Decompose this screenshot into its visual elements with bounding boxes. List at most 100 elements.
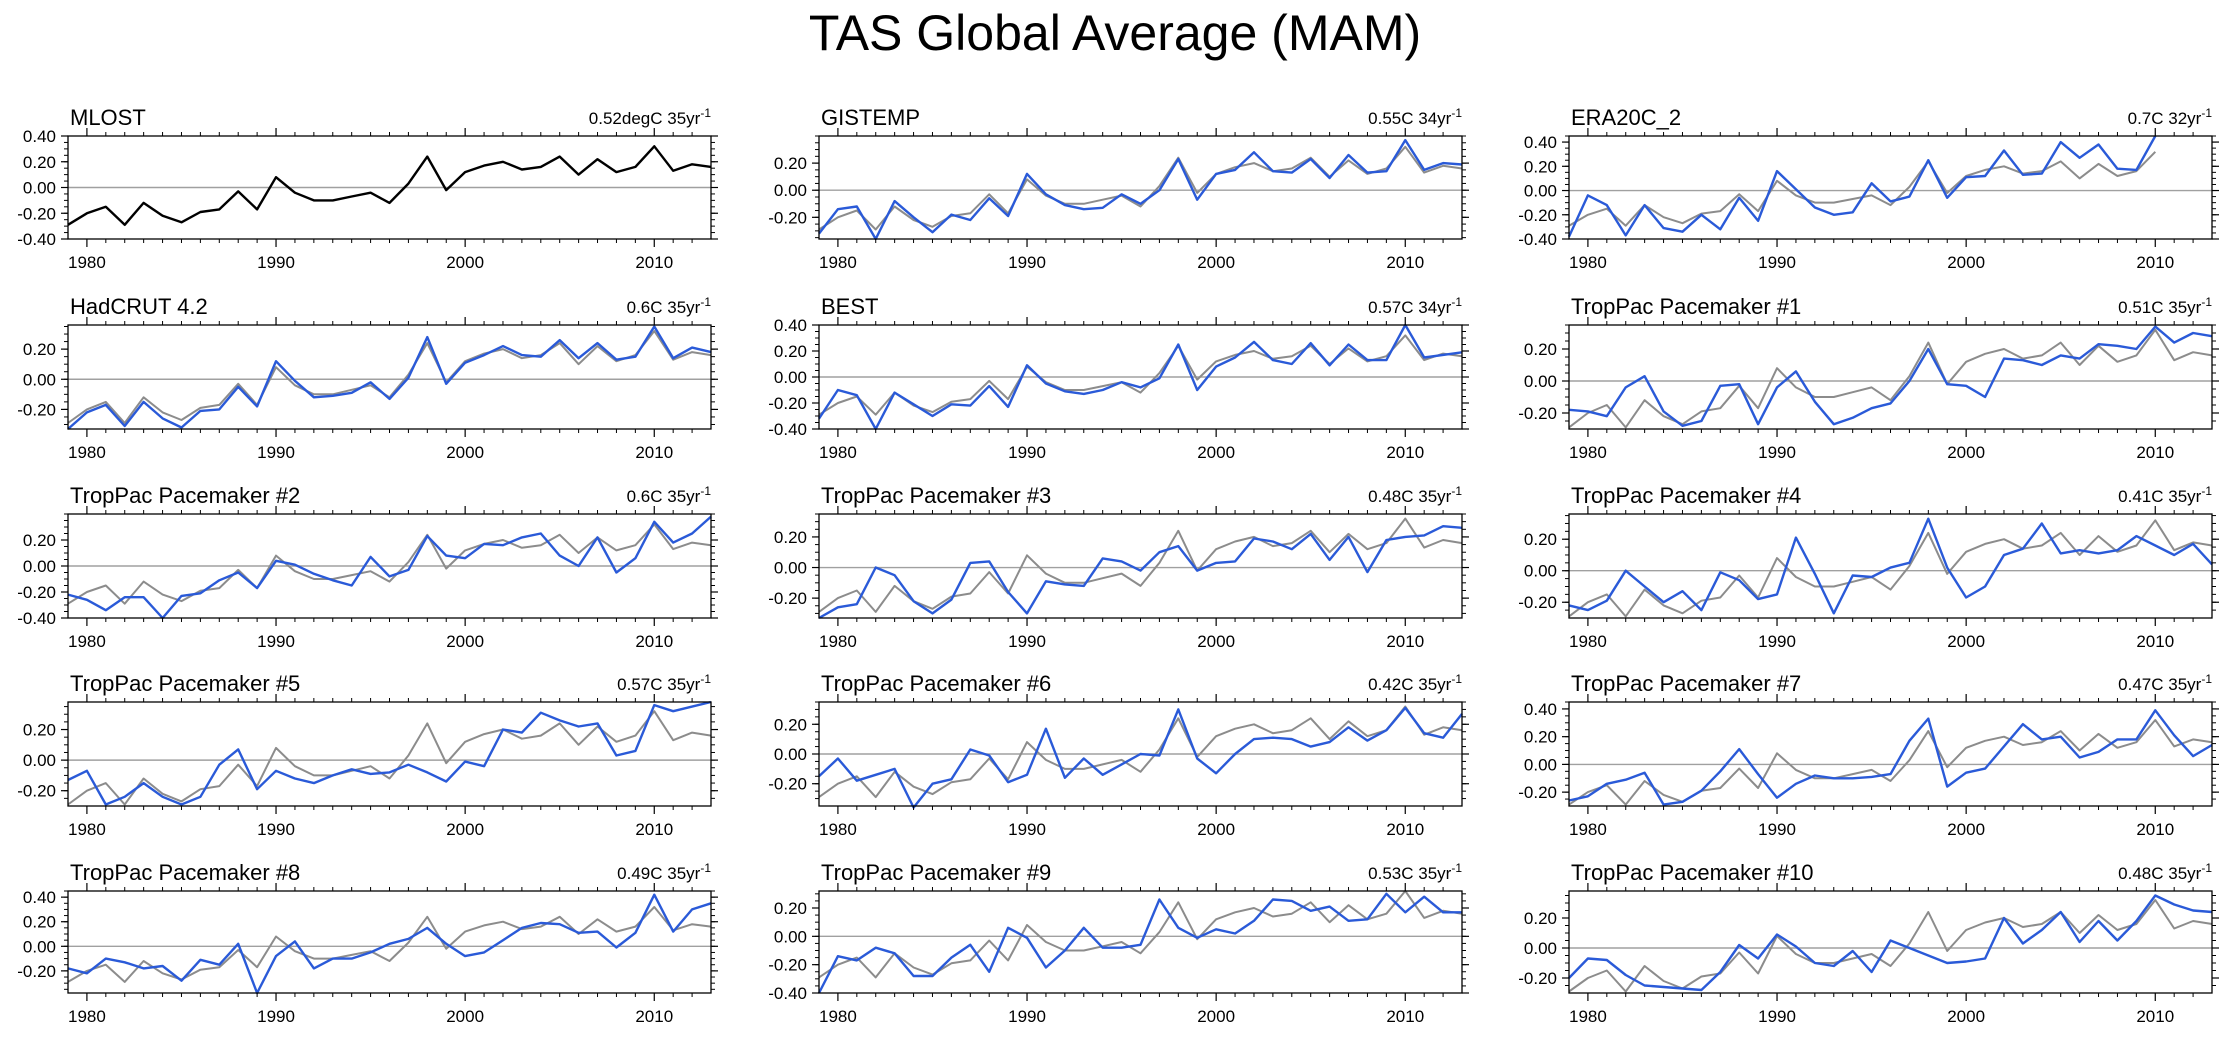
y-tick-label: 0.20	[23, 153, 56, 172]
x-tick-label: 2010	[1386, 253, 1424, 272]
x-tick-label: 2010	[1386, 443, 1424, 462]
panel: ERA20C_2 0.7C 32yr-1 0.40 0.20 0.00 -0.20 -0.4…	[1518, 105, 2219, 272]
panel: TropPac Pacemaker #1 0.51C 35yr-1 0.20 0.00…	[1518, 294, 2219, 462]
y-tick-label: 0.20	[774, 899, 807, 918]
x-tick-label: 2000	[446, 632, 484, 651]
y-tick-label: 0.40	[774, 316, 807, 335]
x-tick-label: 1990	[1008, 820, 1046, 839]
x-tick-label: 1980	[68, 1007, 106, 1026]
reference-series-line	[1568, 151, 2157, 227]
panel: BEST 0.57C 34yr-1 0.40 0.20 0.00 -0.20 -0.40 19…	[768, 294, 1469, 462]
trend-superscript: -1	[700, 295, 711, 309]
trend-label: 0.52degC 35yr-1	[589, 106, 712, 128]
reference-series-line	[1568, 519, 2213, 618]
x-tick-label: 2000	[446, 443, 484, 462]
x-tick-label: 1990	[1758, 632, 1796, 651]
y-tick-label: -0.20	[1518, 969, 1557, 988]
y-tick-label: -0.20	[17, 782, 56, 801]
trend-superscript: -1	[700, 672, 711, 686]
x-tick-label: 1980	[1569, 443, 1607, 462]
y-tick-label: -0.20	[768, 589, 807, 608]
panel-title: TropPac Pacemaker #8	[70, 860, 300, 885]
x-tick-label: 1980	[819, 632, 857, 651]
y-tick-label: 0.20	[774, 715, 807, 734]
y-tick-label: -0.20	[768, 775, 807, 794]
x-tick-label: 2000	[1947, 253, 1985, 272]
x-tick-label: 1990	[1758, 253, 1796, 272]
y-tick-label: 0.00	[774, 559, 807, 578]
x-tick-label: 1990	[1008, 1007, 1046, 1026]
y-tick-label: -0.40	[1518, 230, 1557, 249]
model-series-line	[817, 892, 1462, 994]
reference-series-line	[818, 890, 1463, 979]
figure-title: TAS Global Average (MAM)	[808, 5, 1422, 61]
y-tick-label: 0.20	[1524, 157, 1557, 176]
x-tick-label: 1990	[257, 1007, 295, 1026]
y-tick-label: -0.40	[768, 420, 807, 439]
x-tick-label: 2010	[635, 253, 673, 272]
y-tick-label: 0.20	[1524, 530, 1557, 549]
trend-label: 0.48C 35yr-1	[1368, 484, 1462, 506]
x-tick-label: 1980	[68, 443, 106, 462]
panel: TropPac Pacemaker #6 0.42C 35yr-1 0.20 0.00…	[768, 671, 1469, 839]
model-series-line	[1568, 894, 2213, 992]
x-tick-label: 2000	[446, 820, 484, 839]
x-tick-label: 2000	[1197, 253, 1235, 272]
x-tick-label: 1980	[68, 632, 106, 651]
y-tick-label: 0.00	[23, 370, 56, 389]
x-tick-label: 2010	[1386, 632, 1424, 651]
obs-series-line	[67, 145, 712, 227]
x-tick-label: 1980	[1569, 632, 1607, 651]
trend-label: 0.49C 35yr-1	[617, 861, 711, 883]
model-series-line	[1568, 517, 2213, 615]
panel: GISTEMP 0.55C 34yr-1 0.20 0.00 -0.20 1980 1990…	[768, 105, 1469, 272]
model-series-line	[818, 706, 1463, 809]
y-tick-label: 0.00	[774, 927, 807, 946]
reference-series-line	[67, 710, 712, 806]
x-tick-label: 2010	[2136, 632, 2174, 651]
y-tick-label: 0.20	[1524, 909, 1557, 928]
trend-label: 0.6C 35yr-1	[627, 484, 712, 506]
panel: TropPac Pacemaker #7 0.47C 35yr-1 0.40 0.20…	[1518, 671, 2219, 839]
panel-title: GISTEMP	[821, 105, 920, 130]
y-tick-label: -0.20	[768, 208, 807, 227]
x-tick-label: 1980	[819, 253, 857, 272]
panel-title: BEST	[821, 294, 878, 319]
x-tick-label: 2010	[2136, 443, 2174, 462]
trend-label: 0.6C 35yr-1	[627, 295, 712, 317]
panel-title: TropPac Pacemaker #2	[70, 483, 300, 508]
x-tick-label: 2000	[1947, 443, 1985, 462]
trend-superscript: -1	[2201, 295, 2212, 309]
x-tick-label: 1980	[1569, 1007, 1607, 1026]
model-series-line	[1567, 135, 2157, 238]
y-tick-label: 0.20	[1524, 340, 1557, 359]
panel-title: TropPac Pacemaker #6	[821, 671, 1051, 696]
x-tick-label: 1990	[257, 253, 295, 272]
x-tick-label: 1980	[819, 820, 857, 839]
panel: TropPac Pacemaker #4 0.41C 35yr-1 0.20 0.00…	[1518, 483, 2219, 651]
panel-title: TropPac Pacemaker #3	[821, 483, 1051, 508]
x-tick-label: 1990	[257, 443, 295, 462]
y-tick-label: -0.20	[768, 394, 807, 413]
reference-series-line	[818, 145, 1463, 231]
trend-label: 0.41C 35yr-1	[2118, 484, 2212, 506]
x-tick-label: 1990	[1008, 443, 1046, 462]
y-tick-label: 0.40	[1524, 133, 1557, 152]
reference-series-line	[67, 523, 712, 605]
reference-series-line	[1568, 719, 2213, 806]
model-series-line	[67, 700, 712, 806]
trend-label: 0.7C 32yr-1	[2128, 106, 2213, 128]
trend-superscript: -1	[1451, 672, 1462, 686]
y-tick-label: 0.00	[1524, 182, 1557, 201]
x-tick-label: 2000	[1197, 820, 1235, 839]
reference-series-line	[818, 334, 1463, 416]
trend-label: 0.53C 35yr-1	[1368, 861, 1462, 883]
trend-label: 0.51C 35yr-1	[2118, 295, 2212, 317]
model-series-line	[817, 323, 1463, 431]
model-series-line	[1568, 325, 2213, 427]
y-tick-label: 0.20	[23, 913, 56, 932]
trend-label: 0.55C 34yr-1	[1368, 106, 1462, 128]
panel: TropPac Pacemaker #9 0.53C 35yr-1 0.20 0.00…	[768, 860, 1469, 1026]
y-tick-label: 0.20	[774, 528, 807, 547]
y-tick-label: 0.00	[1524, 755, 1557, 774]
